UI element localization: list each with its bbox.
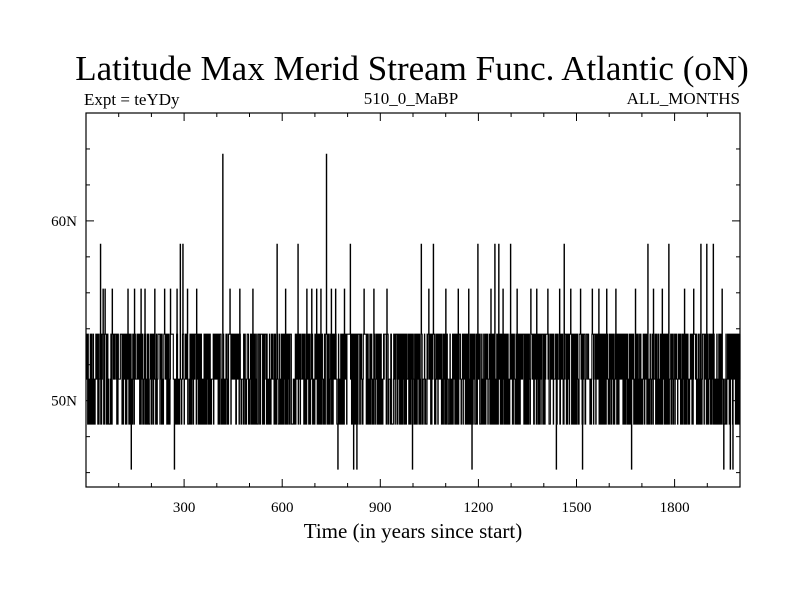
x-tick-label: 1500 — [562, 500, 592, 516]
subtitle-center: 510_0_MaBP — [364, 89, 458, 108]
x-tick-label: 1200 — [463, 500, 493, 516]
ticks-layer: 300 600 900 1200 1500 1800 50N 60N — [51, 112, 740, 516]
y-tick-label: 50N — [51, 394, 77, 410]
x-tick-label: 900 — [369, 500, 392, 516]
chart-title: Latitude Max Merid Stream Func. Atlantic… — [75, 49, 749, 88]
x-tick-label: 300 — [173, 500, 196, 516]
series-line — [85, 153, 741, 470]
subtitle-left: Expt = teYDy — [84, 90, 180, 109]
x-tick-label: 1800 — [660, 500, 690, 516]
x-axis-label: Time (in years since start) — [304, 519, 523, 543]
subtitle-right: ALL_MONTHS — [627, 89, 740, 108]
series-layer — [85, 153, 741, 470]
x-tick-label: 600 — [271, 500, 294, 516]
y-tick-label: 60N — [51, 214, 77, 230]
